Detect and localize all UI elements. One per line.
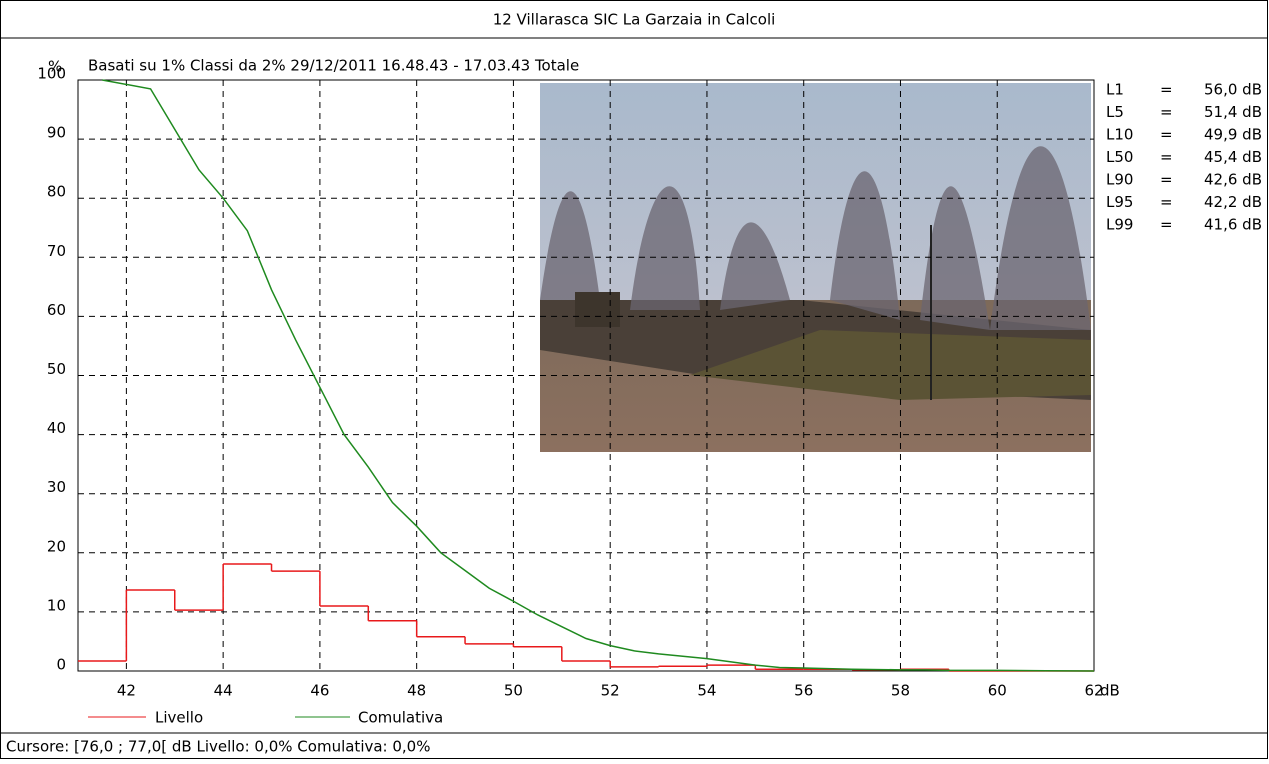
x-tick-label: 58 [891, 682, 910, 700]
stat-value: 42,2 dB [1204, 193, 1262, 211]
stat-value: 49,9 dB [1204, 126, 1262, 144]
x-tick-label: 42 [117, 682, 136, 700]
stat-sep: = [1160, 103, 1173, 121]
stat-value: 56,0 dB [1204, 81, 1262, 99]
y-tick-label: 60 [47, 301, 66, 319]
x-tick-label: 60 [988, 682, 1007, 700]
x-tick-label: 54 [697, 682, 716, 700]
stat-value: 42,6 dB [1204, 171, 1262, 189]
stat-name: L99 [1106, 216, 1133, 234]
y-tick-label: 30 [47, 478, 66, 496]
x-tick-label: 62 [1084, 682, 1103, 700]
stat-sep: = [1160, 171, 1173, 189]
stat-sep: = [1160, 148, 1173, 166]
stat-name: L90 [1106, 171, 1133, 189]
y-tick-label: 0 [56, 656, 66, 674]
chart-title: 12 Villarasca SIC La Garzaia in Calcoli [493, 11, 776, 29]
y-axis-label: % [48, 58, 62, 76]
y-tick-label: 40 [47, 419, 66, 437]
x-tick-label: 56 [794, 682, 813, 700]
y-tick-label: 20 [47, 537, 66, 555]
stat-name: L10 [1106, 126, 1133, 144]
stat-name: L5 [1106, 103, 1124, 121]
cumulative-line [102, 79, 1095, 672]
y-tick-label: 50 [47, 360, 66, 378]
x-tick-label: 48 [407, 682, 426, 700]
y-tick-label: 80 [47, 183, 66, 201]
y-tick-label: 100 [37, 65, 66, 83]
y-tick-label: 70 [47, 242, 66, 260]
stat-sep: = [1160, 126, 1173, 144]
stat-value: 41,6 dB [1204, 216, 1262, 234]
cursor-info: Cursore: [76,0 ; 77,0[ dB Livello: 0,0% … [6, 738, 430, 756]
stat-sep: = [1160, 81, 1173, 99]
stat-name: L50 [1106, 148, 1133, 166]
x-tick-label: 44 [214, 682, 233, 700]
x-tick-label: 46 [310, 682, 329, 700]
x-tick-label: 50 [504, 682, 523, 700]
stat-value: 45,4 dB [1204, 148, 1262, 166]
y-tick-label: 90 [47, 124, 66, 142]
stat-value: 51,4 dB [1204, 103, 1262, 121]
stat-name: L95 [1106, 193, 1133, 211]
legend-label: Comulativa [358, 709, 443, 727]
y-tick-label: 10 [47, 596, 66, 614]
legend-label: Livello [155, 709, 203, 727]
x-axis-label: dB [1100, 682, 1120, 700]
stat-sep: = [1160, 193, 1173, 211]
site-photo [540, 83, 1091, 452]
stat-name: L1 [1106, 81, 1124, 99]
chart-subtitle: Basati su 1% Classi da 2% 29/12/2011 16.… [88, 57, 579, 75]
stat-sep: = [1160, 216, 1173, 234]
x-tick-label: 52 [601, 682, 620, 700]
